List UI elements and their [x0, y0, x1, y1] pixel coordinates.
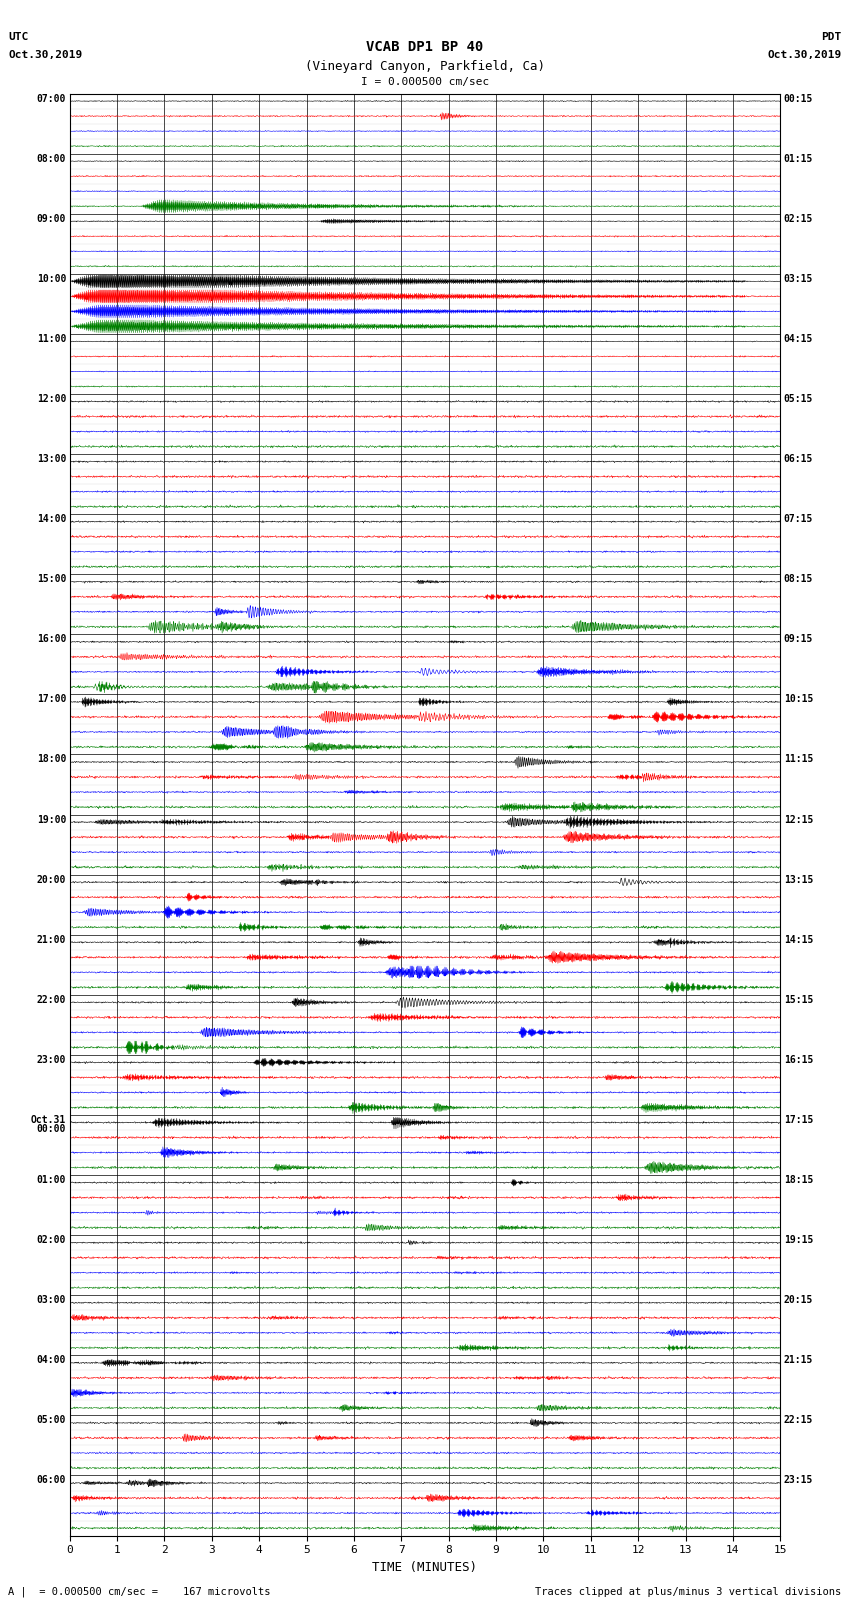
Text: 10:00: 10:00	[37, 274, 66, 284]
Text: 04:15: 04:15	[784, 334, 813, 344]
Text: 23:00: 23:00	[37, 1055, 66, 1065]
Text: 06:00: 06:00	[37, 1476, 66, 1486]
Text: A |  = 0.000500 cm/sec =    167 microvolts: A | = 0.000500 cm/sec = 167 microvolts	[8, 1586, 271, 1597]
Text: 14:15: 14:15	[784, 936, 813, 945]
Text: 03:00: 03:00	[37, 1295, 66, 1305]
Text: 18:15: 18:15	[784, 1174, 813, 1186]
Text: 07:15: 07:15	[784, 515, 813, 524]
Text: Traces clipped at plus/minus 3 vertical divisions: Traces clipped at plus/minus 3 vertical …	[536, 1587, 842, 1597]
Text: 14:00: 14:00	[37, 515, 66, 524]
Text: 11:00: 11:00	[37, 334, 66, 344]
Text: 07:00: 07:00	[37, 94, 66, 103]
Text: 00:15: 00:15	[784, 94, 813, 103]
Text: PDT: PDT	[821, 32, 842, 42]
Text: 01:15: 01:15	[784, 153, 813, 163]
Text: 21:00: 21:00	[37, 936, 66, 945]
Text: 12:15: 12:15	[784, 815, 813, 824]
Text: 15:15: 15:15	[784, 995, 813, 1005]
Text: 21:15: 21:15	[784, 1355, 813, 1365]
Text: 11:15: 11:15	[784, 755, 813, 765]
Text: Oct.30,2019: Oct.30,2019	[768, 50, 842, 60]
Text: 12:00: 12:00	[37, 394, 66, 403]
Text: 20:15: 20:15	[784, 1295, 813, 1305]
Text: 17:15: 17:15	[784, 1115, 813, 1124]
Text: 06:15: 06:15	[784, 455, 813, 465]
Text: 20:00: 20:00	[37, 874, 66, 884]
Text: 01:00: 01:00	[37, 1174, 66, 1186]
Text: 05:15: 05:15	[784, 394, 813, 403]
Text: 03:15: 03:15	[784, 274, 813, 284]
Text: VCAB DP1 BP 40: VCAB DP1 BP 40	[366, 40, 484, 55]
Text: 19:00: 19:00	[37, 815, 66, 824]
Text: 08:00: 08:00	[37, 153, 66, 163]
Text: 10:15: 10:15	[784, 695, 813, 705]
Text: 23:15: 23:15	[784, 1476, 813, 1486]
Text: 15:00: 15:00	[37, 574, 66, 584]
Text: 02:15: 02:15	[784, 215, 813, 224]
Text: 13:00: 13:00	[37, 455, 66, 465]
Text: 00:00: 00:00	[37, 1124, 66, 1134]
Text: 16:15: 16:15	[784, 1055, 813, 1065]
Text: 02:00: 02:00	[37, 1236, 66, 1245]
Text: 09:00: 09:00	[37, 215, 66, 224]
Text: 05:00: 05:00	[37, 1416, 66, 1426]
Text: 19:15: 19:15	[784, 1236, 813, 1245]
Text: 18:00: 18:00	[37, 755, 66, 765]
Text: 04:00: 04:00	[37, 1355, 66, 1365]
Text: 13:15: 13:15	[784, 874, 813, 884]
Text: 22:00: 22:00	[37, 995, 66, 1005]
Text: 22:15: 22:15	[784, 1416, 813, 1426]
Text: 08:15: 08:15	[784, 574, 813, 584]
Text: Oct.31: Oct.31	[31, 1115, 66, 1124]
Text: (Vineyard Canyon, Parkfield, Ca): (Vineyard Canyon, Parkfield, Ca)	[305, 60, 545, 73]
Text: UTC: UTC	[8, 32, 29, 42]
Text: 17:00: 17:00	[37, 695, 66, 705]
Text: 09:15: 09:15	[784, 634, 813, 644]
Text: 16:00: 16:00	[37, 634, 66, 644]
Text: Oct.30,2019: Oct.30,2019	[8, 50, 82, 60]
X-axis label: TIME (MINUTES): TIME (MINUTES)	[372, 1561, 478, 1574]
Text: I = 0.000500 cm/sec: I = 0.000500 cm/sec	[361, 77, 489, 87]
